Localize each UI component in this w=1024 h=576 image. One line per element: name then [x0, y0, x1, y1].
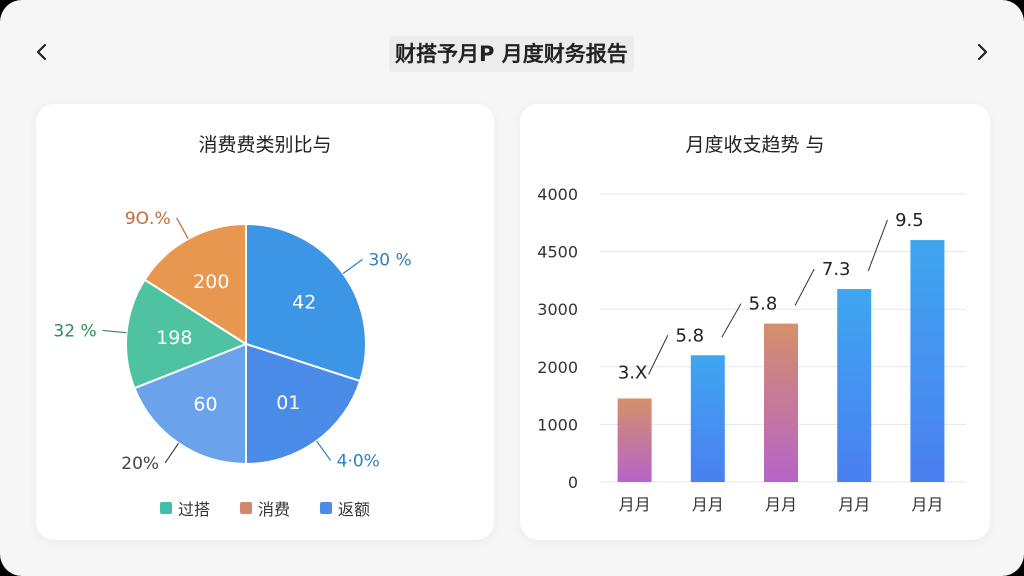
y-tick-label: 0	[568, 473, 578, 492]
bar-label-connector	[721, 303, 742, 338]
pie-leader-line	[176, 217, 189, 240]
y-tick-label: 2000	[537, 358, 578, 377]
bar-label-connector	[867, 219, 888, 272]
legend-swatch	[239, 502, 252, 514]
pie-slice	[125, 278, 249, 390]
pie-slice-value-label: 200	[193, 271, 229, 293]
pie-leader-line	[342, 258, 363, 274]
legend-item: 返额	[320, 496, 370, 520]
pie-slice-value-label: 01	[276, 392, 300, 414]
bar-data-label: 5.8	[675, 325, 704, 346]
pie-chart-title: 消费费类别比与	[198, 134, 332, 156]
chevron-right-icon	[977, 43, 988, 61]
pie-chart: 42 30 % 01 4·0% 60 20% 198 32 % 200 9Ο.%	[53, 209, 411, 474]
y-tick-label: 4500	[537, 243, 578, 262]
pie-leader-line	[164, 442, 180, 464]
pie-slice-percent-label: 9Ο.%	[125, 209, 171, 229]
bar-chart-title: 月度收支趋势 与	[685, 134, 825, 156]
bar	[910, 240, 945, 482]
bar-label-connector	[794, 268, 815, 306]
y-tick-label: 1000	[537, 415, 578, 434]
legend-item: 消费	[239, 496, 290, 520]
next-button[interactable]	[966, 36, 998, 68]
bar	[764, 323, 798, 482]
pie-leader-line	[316, 440, 332, 461]
legend-label: 返额	[338, 500, 371, 519]
pie-legend: 过搭 消费 返额	[36, 496, 494, 520]
pie-slice-percent-label: 20%	[121, 454, 159, 474]
pie-leader-line	[102, 329, 127, 334]
bar-data-label: 3.Χ	[618, 362, 648, 383]
bar-label-connector	[648, 335, 669, 375]
x-tick-label: 月月	[765, 495, 797, 514]
legend-item: 过搭	[159, 496, 210, 520]
x-tick-label: 月月	[838, 495, 870, 514]
pie-slice-percent-label: 30 %	[368, 250, 411, 270]
legend-swatch	[320, 502, 332, 514]
x-tick-label: 月月	[911, 495, 943, 514]
y-tick-label: 4000	[537, 185, 578, 204]
legend-label: 消费	[257, 500, 290, 519]
y-tick-label: 3000	[537, 300, 578, 319]
bar-chart: 4000 4500 3000 2000 1000 0 月月 月月 月月 月月 月月 3.Χ 5.8 5.8…	[537, 185, 966, 514]
legend-swatch	[159, 502, 172, 514]
pie-slice-value-label: 198	[156, 327, 192, 349]
pie-slice-value-label: 42	[292, 292, 316, 314]
bar	[837, 289, 872, 482]
pie-slice	[245, 342, 362, 466]
bar-data-label: 5.8	[749, 294, 778, 315]
previous-button[interactable]	[26, 36, 58, 68]
pie-slice	[245, 222, 367, 383]
page-title: 财搭予月P 月度财务报告	[389, 36, 634, 72]
pie-slice	[143, 222, 247, 346]
bar-data-label: 9.5	[895, 210, 924, 231]
x-tick-label: 月月	[692, 495, 724, 514]
chevron-left-icon	[36, 43, 47, 61]
pie-slice-percent-label: 4·0%	[337, 451, 380, 471]
x-tick-label: 月月	[619, 495, 651, 514]
pie-chart-card: 消费费类别比与 42 30 % 01 4·0% 60 20% 198 32 % 200 9Ο.% …	[36, 104, 494, 540]
bar	[690, 355, 725, 482]
bar-data-label: 7.3	[822, 259, 851, 280]
pie-slice-value-label: 60	[193, 394, 217, 416]
bar-chart-card: 月度收支趋势 与 4000 4500 3000 2000 1000 0 月月 月月 月月 月月 月月…	[520, 104, 990, 540]
pie-slice-percent-label: 32 %	[53, 321, 96, 341]
legend-label: 过搭	[177, 500, 210, 519]
bar	[617, 398, 652, 482]
